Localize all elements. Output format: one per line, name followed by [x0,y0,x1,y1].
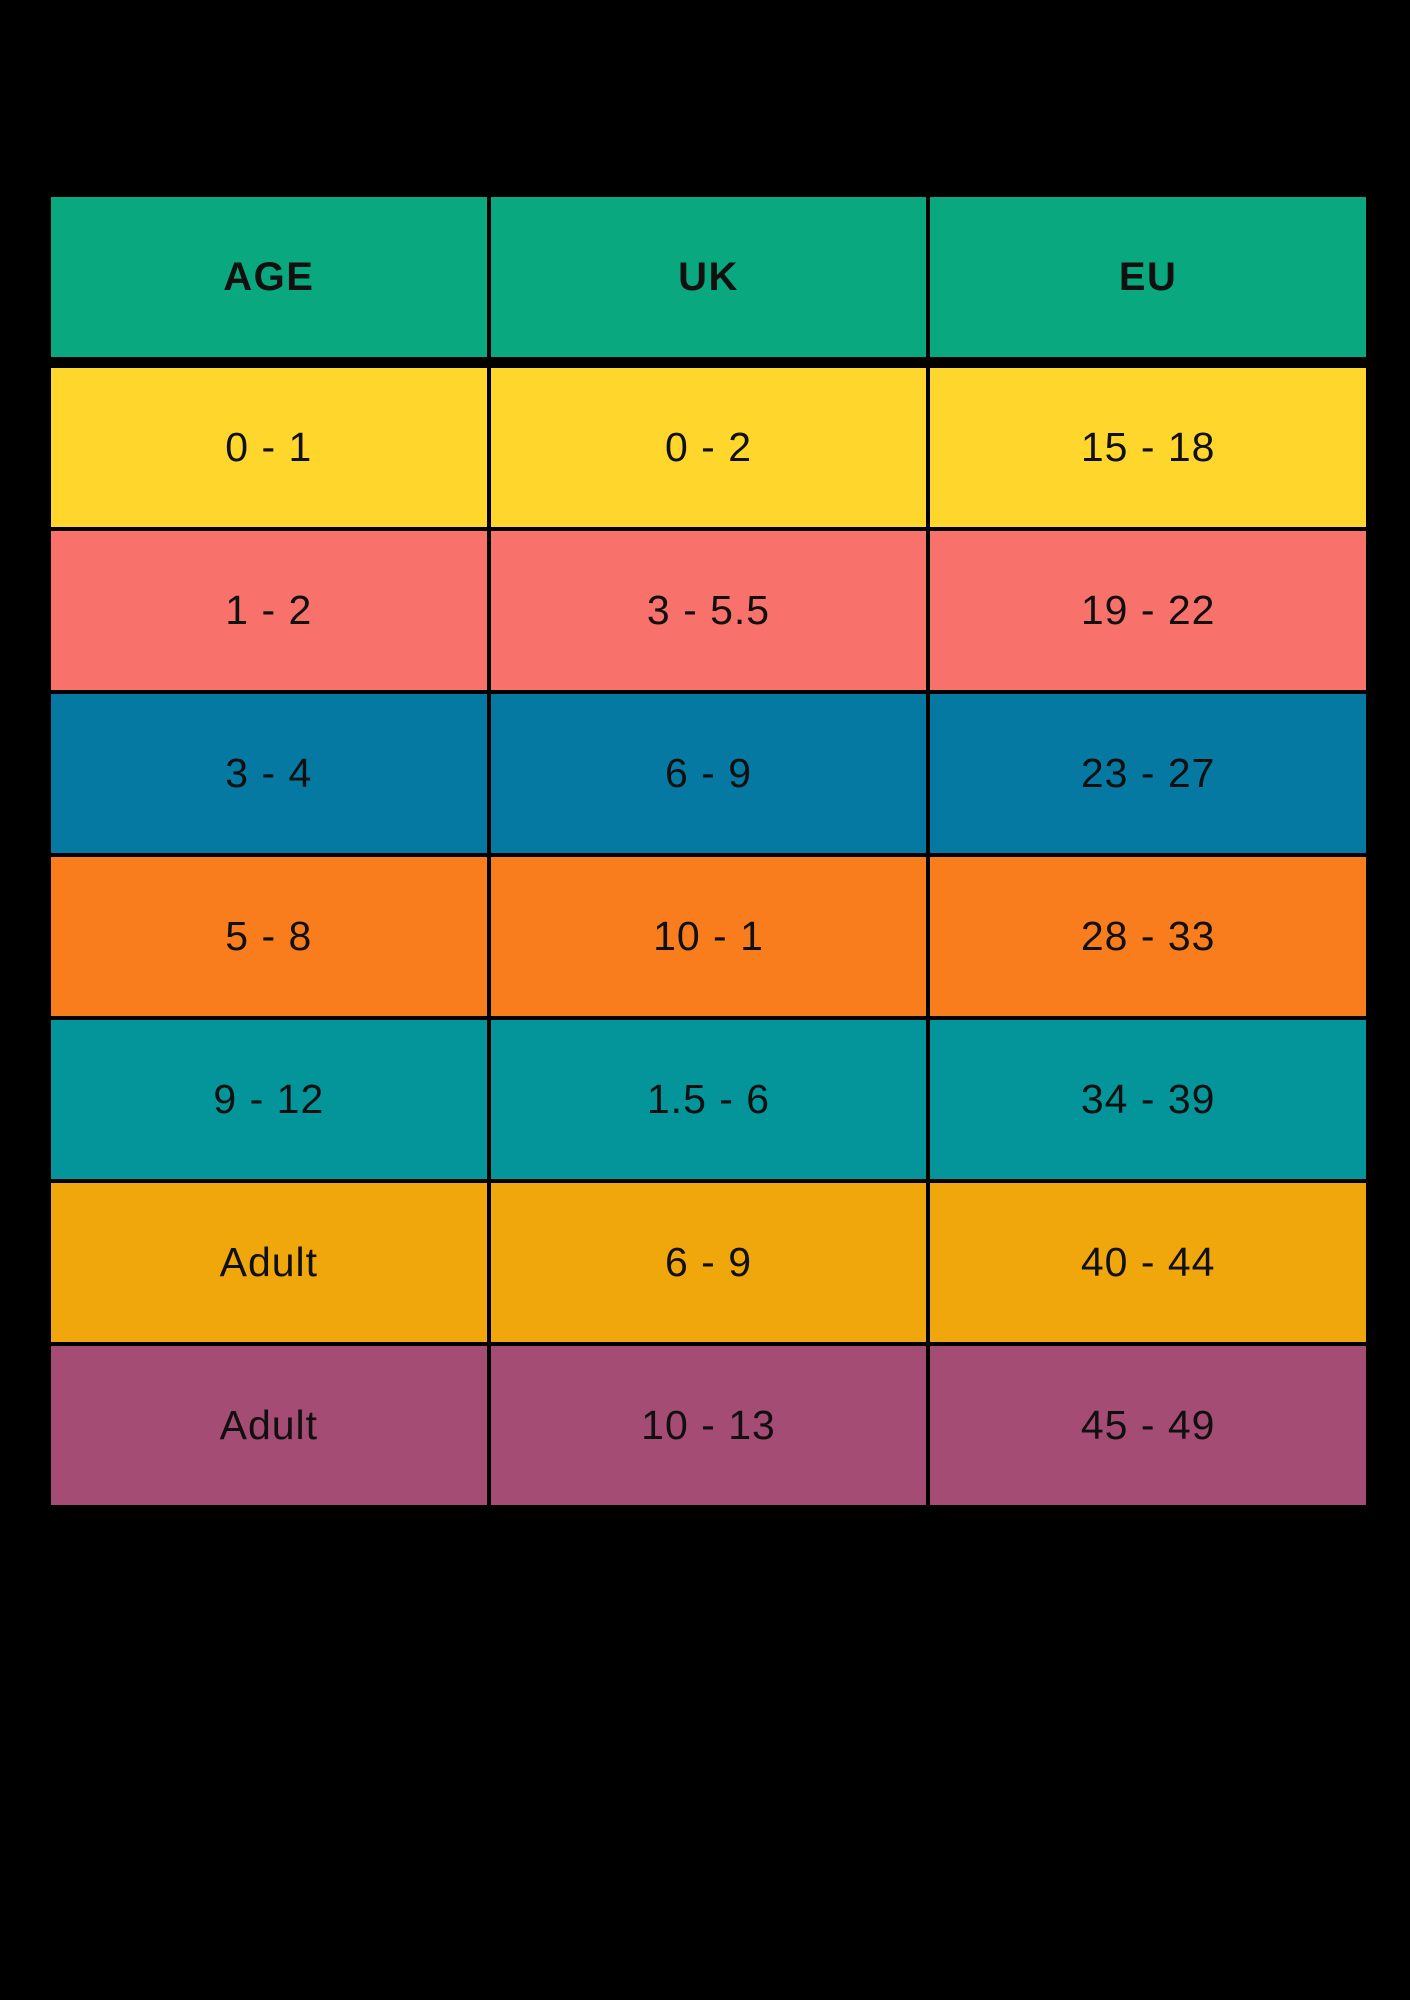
age-cell: 0 - 1 [51,368,487,527]
table-body: 0 - 1 0 - 2 15 - 18 1 - 2 3 - 5.5 19 - 2… [51,368,1366,1505]
eu-cell: 15 - 18 [930,368,1366,527]
age-cell: 9 - 12 [51,1020,487,1179]
uk-cell: 10 - 1 [490,857,927,1016]
eu-cell: 23 - 27 [930,694,1366,853]
header-cell-age: AGE [51,197,487,357]
table-header-row: AGE UK EU [51,197,1366,357]
age-cell: 5 - 8 [51,857,487,1016]
eu-cell: 45 - 49 [930,1346,1366,1505]
age-cell: 3 - 4 [51,694,487,853]
header-cell-uk: UK [490,197,927,357]
uk-cell: 6 - 9 [490,694,927,853]
age-cell: Adult [51,1346,487,1505]
header-cell-eu: EU [930,197,1366,357]
uk-cell: 6 - 9 [490,1183,927,1342]
age-cell: 1 - 2 [51,531,487,690]
eu-cell: 28 - 33 [930,857,1366,1016]
eu-cell: 40 - 44 [930,1183,1366,1342]
uk-cell: 3 - 5.5 [490,531,927,690]
uk-cell: 0 - 2 [490,368,927,527]
age-cell: Adult [51,1183,487,1342]
uk-cell: 10 - 13 [490,1346,927,1505]
eu-cell: 19 - 22 [930,531,1366,690]
eu-cell: 34 - 39 [930,1020,1366,1179]
size-conversion-table: AGE UK EU 0 - 1 0 - 2 15 - 18 1 - 2 3 - … [51,197,1366,1505]
uk-cell: 1.5 - 6 [490,1020,927,1179]
